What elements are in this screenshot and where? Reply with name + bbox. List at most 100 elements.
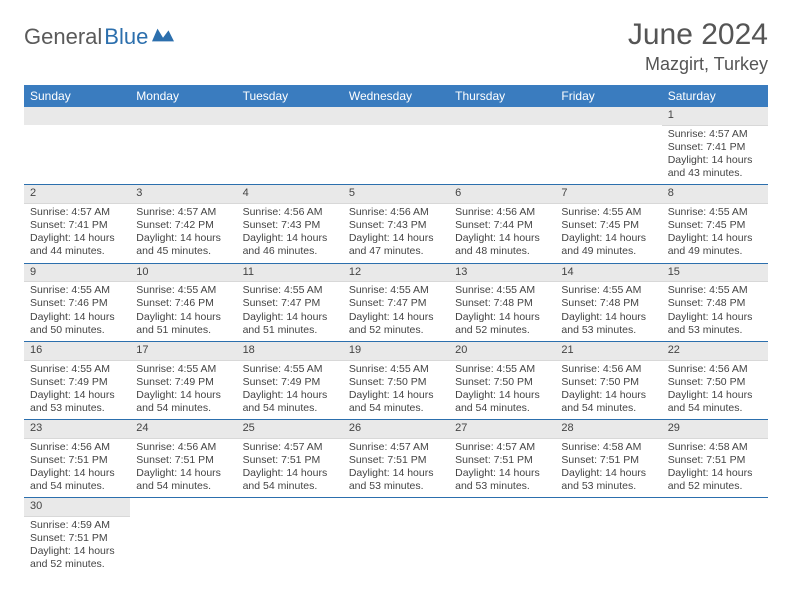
day-number: 18 <box>237 342 343 361</box>
day-number: 2 <box>24 185 130 204</box>
daylight-line: Daylight: 14 hours and 44 minutes. <box>30 232 124 258</box>
weekday-header: Thursday <box>449 85 555 107</box>
day-number: 25 <box>237 420 343 439</box>
calendar-cell <box>662 498 768 576</box>
sunrise-line: Sunrise: 4:55 AM <box>561 206 655 219</box>
sunset-line: Sunset: 7:51 PM <box>349 454 443 467</box>
calendar-cell: 13Sunrise: 4:55 AMSunset: 7:48 PMDayligh… <box>449 263 555 341</box>
location: Mazgirt, Turkey <box>628 54 768 75</box>
sunset-line: Sunset: 7:50 PM <box>455 376 549 389</box>
calendar-row: 16Sunrise: 4:55 AMSunset: 7:49 PMDayligh… <box>24 341 768 419</box>
sunrise-line: Sunrise: 4:57 AM <box>668 128 762 141</box>
day-number: 3 <box>130 185 236 204</box>
day-details: Sunrise: 4:55 AMSunset: 7:47 PMDaylight:… <box>237 282 343 341</box>
title-block: June 2024 Mazgirt, Turkey <box>628 18 768 75</box>
calendar-cell: 29Sunrise: 4:58 AMSunset: 7:51 PMDayligh… <box>662 420 768 498</box>
day-details: Sunrise: 4:55 AMSunset: 7:46 PMDaylight:… <box>130 282 236 341</box>
calendar-cell <box>237 107 343 185</box>
day-number: 9 <box>24 264 130 283</box>
calendar-cell: 23Sunrise: 4:56 AMSunset: 7:51 PMDayligh… <box>24 420 130 498</box>
sunrise-line: Sunrise: 4:55 AM <box>668 206 762 219</box>
sunrise-line: Sunrise: 4:55 AM <box>455 363 549 376</box>
daylight-line: Daylight: 14 hours and 53 minutes. <box>561 467 655 493</box>
sunrise-line: Sunrise: 4:56 AM <box>243 206 337 219</box>
daylight-line: Daylight: 14 hours and 53 minutes. <box>455 467 549 493</box>
calendar-cell: 21Sunrise: 4:56 AMSunset: 7:50 PMDayligh… <box>555 341 661 419</box>
day-details: Sunrise: 4:57 AMSunset: 7:41 PMDaylight:… <box>662 126 768 185</box>
day-number: 22 <box>662 342 768 361</box>
day-number: 15 <box>662 264 768 283</box>
calendar-cell: 20Sunrise: 4:55 AMSunset: 7:50 PMDayligh… <box>449 341 555 419</box>
weekday-header: Friday <box>555 85 661 107</box>
sunset-line: Sunset: 7:41 PM <box>668 141 762 154</box>
weekday-header-row: SundayMondayTuesdayWednesdayThursdayFrid… <box>24 85 768 107</box>
sunrise-line: Sunrise: 4:56 AM <box>30 441 124 454</box>
calendar-cell <box>555 498 661 576</box>
daylight-line: Daylight: 14 hours and 52 minutes. <box>349 311 443 337</box>
calendar-cell <box>130 498 236 576</box>
sunset-line: Sunset: 7:45 PM <box>561 219 655 232</box>
logo-text-general: General <box>24 24 102 50</box>
day-number: 30 <box>24 498 130 517</box>
day-details: Sunrise: 4:58 AMSunset: 7:51 PMDaylight:… <box>555 439 661 498</box>
daylight-line: Daylight: 14 hours and 54 minutes. <box>243 389 337 415</box>
calendar-cell <box>555 107 661 185</box>
calendar-cell: 4Sunrise: 4:56 AMSunset: 7:43 PMDaylight… <box>237 185 343 263</box>
sunset-line: Sunset: 7:51 PM <box>243 454 337 467</box>
day-details: Sunrise: 4:57 AMSunset: 7:51 PMDaylight:… <box>449 439 555 498</box>
calendar-cell: 14Sunrise: 4:55 AMSunset: 7:48 PMDayligh… <box>555 263 661 341</box>
sunset-line: Sunset: 7:50 PM <box>349 376 443 389</box>
sunset-line: Sunset: 7:46 PM <box>30 297 124 310</box>
calendar-cell: 8Sunrise: 4:55 AMSunset: 7:45 PMDaylight… <box>662 185 768 263</box>
day-details: Sunrise: 4:55 AMSunset: 7:50 PMDaylight:… <box>449 361 555 420</box>
day-number: 1 <box>662 107 768 126</box>
empty-daynum <box>130 107 236 125</box>
day-number: 8 <box>662 185 768 204</box>
daylight-line: Daylight: 14 hours and 49 minutes. <box>668 232 762 258</box>
weekday-header: Monday <box>130 85 236 107</box>
day-details: Sunrise: 4:59 AMSunset: 7:51 PMDaylight:… <box>24 517 130 576</box>
sunrise-line: Sunrise: 4:58 AM <box>668 441 762 454</box>
sunrise-line: Sunrise: 4:55 AM <box>243 363 337 376</box>
sunrise-line: Sunrise: 4:55 AM <box>668 284 762 297</box>
sunrise-line: Sunrise: 4:55 AM <box>455 284 549 297</box>
daylight-line: Daylight: 14 hours and 43 minutes. <box>668 154 762 180</box>
sunrise-line: Sunrise: 4:56 AM <box>668 363 762 376</box>
sunrise-line: Sunrise: 4:55 AM <box>136 284 230 297</box>
logo-text-blue: Blue <box>104 24 148 50</box>
calendar-cell: 3Sunrise: 4:57 AMSunset: 7:42 PMDaylight… <box>130 185 236 263</box>
day-number: 4 <box>237 185 343 204</box>
sunrise-line: Sunrise: 4:56 AM <box>561 363 655 376</box>
sunset-line: Sunset: 7:48 PM <box>561 297 655 310</box>
calendar-cell: 10Sunrise: 4:55 AMSunset: 7:46 PMDayligh… <box>130 263 236 341</box>
sunset-line: Sunset: 7:49 PM <box>30 376 124 389</box>
calendar-cell <box>343 107 449 185</box>
sunset-line: Sunset: 7:48 PM <box>668 297 762 310</box>
day-details: Sunrise: 4:55 AMSunset: 7:48 PMDaylight:… <box>449 282 555 341</box>
sunrise-line: Sunrise: 4:57 AM <box>349 441 443 454</box>
calendar-cell: 26Sunrise: 4:57 AMSunset: 7:51 PMDayligh… <box>343 420 449 498</box>
daylight-line: Daylight: 14 hours and 54 minutes. <box>136 389 230 415</box>
sunset-line: Sunset: 7:51 PM <box>30 532 124 545</box>
calendar-cell: 24Sunrise: 4:56 AMSunset: 7:51 PMDayligh… <box>130 420 236 498</box>
daylight-line: Daylight: 14 hours and 48 minutes. <box>455 232 549 258</box>
day-details: Sunrise: 4:55 AMSunset: 7:49 PMDaylight:… <box>130 361 236 420</box>
calendar-cell: 28Sunrise: 4:58 AMSunset: 7:51 PMDayligh… <box>555 420 661 498</box>
day-number: 28 <box>555 420 661 439</box>
month-title: June 2024 <box>628 18 768 52</box>
sunrise-line: Sunrise: 4:56 AM <box>349 206 443 219</box>
sunset-line: Sunset: 7:50 PM <box>668 376 762 389</box>
sunrise-line: Sunrise: 4:58 AM <box>561 441 655 454</box>
day-number: 29 <box>662 420 768 439</box>
day-number: 11 <box>237 264 343 283</box>
calendar-cell: 17Sunrise: 4:55 AMSunset: 7:49 PMDayligh… <box>130 341 236 419</box>
day-number: 12 <box>343 264 449 283</box>
header: General Blue June 2024 Mazgirt, Turkey <box>24 18 768 75</box>
calendar-row: 30Sunrise: 4:59 AMSunset: 7:51 PMDayligh… <box>24 498 768 576</box>
sunset-line: Sunset: 7:51 PM <box>668 454 762 467</box>
calendar-cell: 30Sunrise: 4:59 AMSunset: 7:51 PMDayligh… <box>24 498 130 576</box>
sunset-line: Sunset: 7:48 PM <box>455 297 549 310</box>
sunrise-line: Sunrise: 4:57 AM <box>455 441 549 454</box>
daylight-line: Daylight: 14 hours and 49 minutes. <box>561 232 655 258</box>
daylight-line: Daylight: 14 hours and 53 minutes. <box>349 467 443 493</box>
